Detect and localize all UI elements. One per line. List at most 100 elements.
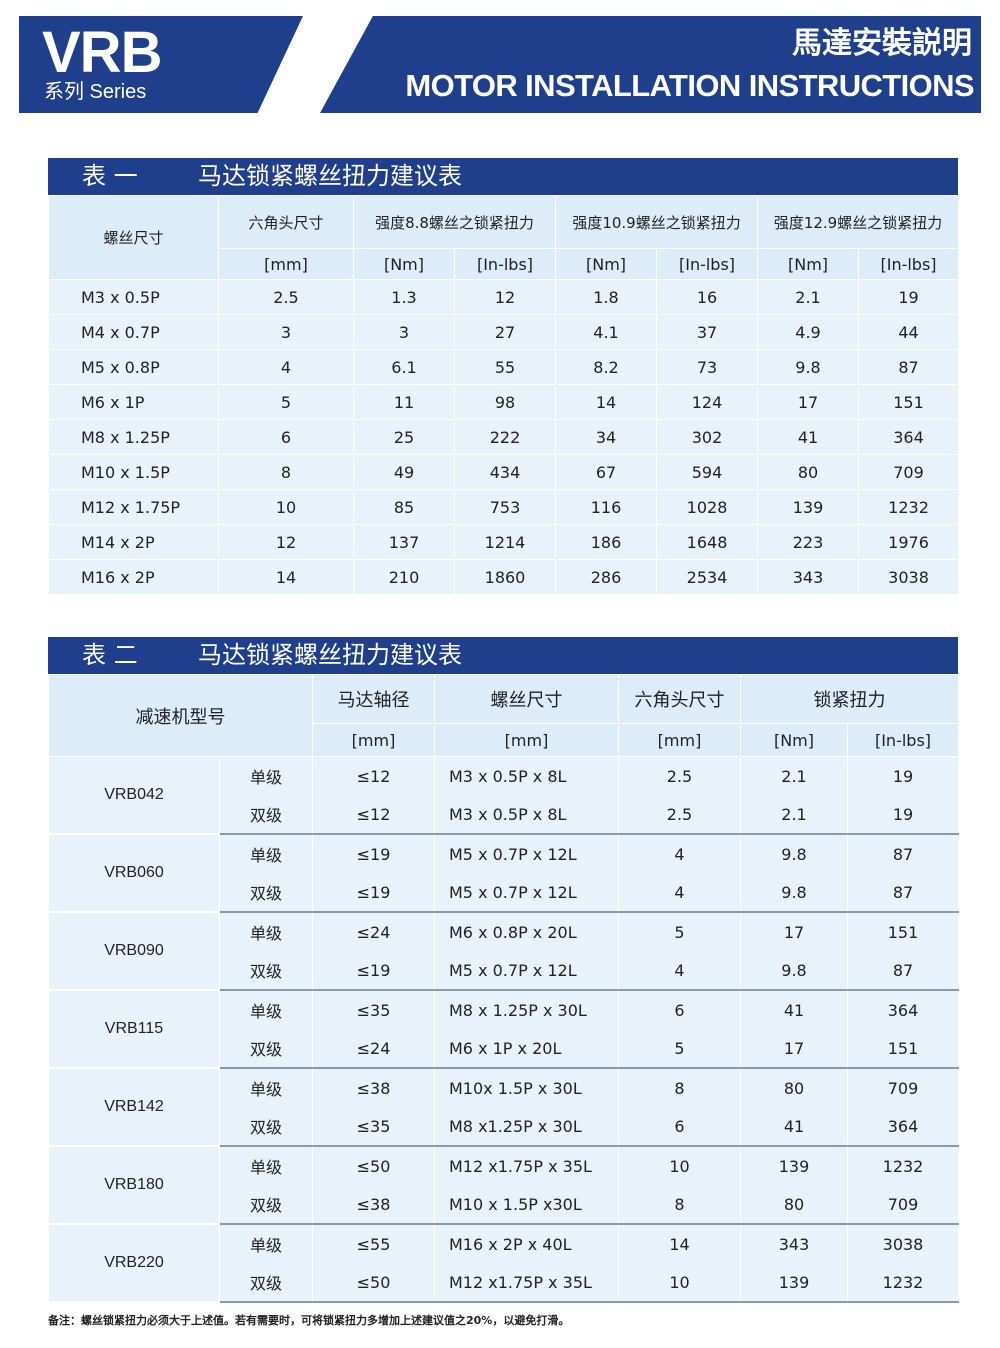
table-row: M4 x 0.7P 3 3 27 4.1 37 4.9 44 — [48, 314, 960, 350]
value-cell: 709 — [858, 454, 960, 490]
value-cell: 2.1 — [757, 279, 860, 315]
screw-size-cell: M8 x 1.25P — [48, 419, 219, 455]
value-cell: 3 — [353, 314, 455, 350]
table-row: 双级 ≤19 M5 x 0.7P x 12L 4 9.8 87 — [49, 951, 959, 991]
table1-corner-header: 螺丝尺寸 — [48, 195, 219, 280]
stage-cell: 单级 — [219, 833, 313, 873]
value-cell: 12 — [453, 279, 557, 315]
table-row: VRB090 单级 ≤24 M6 x 0.8P x 20L 5 17 151 — [48, 911, 959, 991]
torque-inlbs-cell: 151 — [847, 911, 959, 951]
value-cell: 19 — [858, 279, 960, 315]
hex-size-cell: 14 — [618, 1223, 741, 1263]
hex-size-cell: 2.5 — [618, 756, 741, 795]
product-logo: VRB — [42, 20, 162, 85]
torque-nm-cell: 139 — [740, 1263, 848, 1303]
shaft-diameter-cell: ≤24 — [312, 1029, 435, 1069]
screw-size-cell: M8 x1.25P x 30L — [434, 1107, 619, 1147]
torque-inlbs-cell: 364 — [847, 989, 959, 1029]
value-cell: 73 — [656, 349, 759, 385]
torque-inlbs-cell: 364 — [847, 1107, 959, 1147]
shaft-diameter-cell: ≤24 — [312, 911, 435, 951]
torque-nm-cell: 2.1 — [740, 756, 848, 795]
hex-size-cell: 4 — [618, 873, 741, 913]
stage-cell: 单级 — [219, 756, 313, 795]
value-cell: 2.5 — [218, 279, 354, 315]
value-cell: 11 — [353, 384, 455, 420]
value-cell: 137 — [353, 524, 455, 560]
torque-inlbs-cell: 19 — [847, 795, 959, 835]
table-row: M6 x 1P 5 11 98 14 124 17 151 — [48, 384, 960, 420]
table-row: M3 x 0.5P 2.5 1.3 12 1.8 16 2.1 19 — [48, 279, 960, 315]
torque-inlbs-cell: 19 — [847, 756, 959, 795]
torque-inlbs-cell: 1232 — [847, 1145, 959, 1185]
model-cell: VRB220 — [48, 1223, 220, 1303]
stage-cell: 单级 — [219, 911, 313, 951]
table-row: M14 x 2P 12 137 1214 186 1648 223 1976 — [48, 524, 960, 560]
table-row: 双级 ≤38 M10 x 1.5P x30L 8 80 709 — [49, 1185, 959, 1225]
value-cell: 753 — [453, 489, 557, 525]
value-cell: 41 — [757, 419, 860, 455]
stage-cell: 单级 — [219, 1223, 313, 1263]
table-row: 双级 ≤35 M8 x1.25P x 30L 6 41 364 — [49, 1107, 959, 1147]
value-cell: 286 — [555, 559, 658, 595]
shaft-diameter-cell: ≤50 — [312, 1263, 435, 1303]
screw-size-cell: M8 x 1.25P x 30L — [434, 989, 619, 1029]
value-cell: 1232 — [858, 489, 960, 525]
torque-nm-cell: 80 — [740, 1185, 848, 1225]
screw-size-cell: M16 x 2P — [48, 559, 219, 595]
value-cell: 34 — [555, 419, 658, 455]
hex-size-cell: 8 — [618, 1067, 741, 1107]
screw-size-cell: M16 x 2P x 40L — [434, 1223, 619, 1263]
table2-unit-header: [Nm] — [740, 723, 848, 757]
shaft-diameter-cell: ≤35 — [312, 1107, 435, 1147]
table2-header-row: 减速机型号 马达轴径 螺丝尺寸 六角头尺寸 锁紧扭力 — [48, 674, 959, 757]
table-row: VRB180 单级 ≤50 M12 x1.75P x 35L 10 139 1232 — [48, 1145, 959, 1225]
value-cell: 49 — [353, 454, 455, 490]
shaft-diameter-cell: ≤35 — [312, 989, 435, 1029]
hex-size-cell: 6 — [618, 989, 741, 1029]
value-cell: 14 — [218, 559, 354, 595]
table1-unit-header: [Nm] — [757, 248, 860, 280]
table1-caption: 表 一 马达锁紧螺丝扭力建议表 — [48, 158, 958, 195]
value-cell: 3 — [218, 314, 354, 350]
page-title-chinese: 馬達安裝説明 — [792, 26, 972, 61]
torque-nm-cell: 9.8 — [740, 833, 848, 873]
torque-nm-cell: 9.8 — [740, 951, 848, 991]
stage-cell: 单级 — [219, 1067, 313, 1107]
value-cell: 4.9 — [757, 314, 860, 350]
value-cell: 434 — [453, 454, 557, 490]
table2-group-header: 马达轴径 — [312, 674, 435, 724]
value-cell: 67 — [555, 454, 658, 490]
value-cell: 6.1 — [353, 349, 455, 385]
model-cell: VRB142 — [48, 1067, 220, 1147]
torque-nm-cell: 17 — [740, 1029, 848, 1069]
value-cell: 1028 — [656, 489, 759, 525]
value-cell: 364 — [858, 419, 960, 455]
torque-nm-cell: 80 — [740, 1067, 848, 1107]
table1-unit-header: [mm] — [218, 248, 354, 280]
value-cell: 4 — [218, 349, 354, 385]
table2-group-header: 六角头尺寸 — [618, 674, 741, 724]
hex-size-cell: 5 — [618, 911, 741, 951]
table-row: VRB142 单级 ≤38 M10x 1.5P x 30L 8 80 709 — [48, 1067, 959, 1147]
hex-size-cell: 10 — [618, 1263, 741, 1303]
shaft-diameter-cell: ≤19 — [312, 951, 435, 991]
stage-cell: 双级 — [219, 951, 313, 991]
screw-size-cell: M6 x 1P — [48, 384, 219, 420]
table-row: M5 x 0.8P 4 6.1 55 8.2 73 9.8 87 — [48, 349, 960, 385]
value-cell: 6 — [218, 419, 354, 455]
table1-number: 表 一 — [82, 162, 138, 190]
hex-size-cell: 4 — [618, 951, 741, 991]
shaft-diameter-cell: ≤38 — [312, 1185, 435, 1225]
table1-unit-header: [Nm] — [353, 248, 455, 280]
table-row: M8 x 1.25P 6 25 222 34 302 41 364 — [48, 419, 960, 455]
torque-nm-cell: 17 — [740, 911, 848, 951]
table2-number: 表 二 — [82, 641, 138, 669]
table2-caption: 表 二 马达锁紧螺丝扭力建议表 — [48, 637, 958, 674]
value-cell: 16 — [656, 279, 759, 315]
value-cell: 124 — [656, 384, 759, 420]
table1-group-header: 六角头尺寸 — [218, 195, 354, 249]
shaft-diameter-cell: ≤19 — [312, 833, 435, 873]
table-row: M16 x 2P 14 210 1860 286 2534 343 3038 — [48, 559, 960, 595]
table1-unit-header: [Nm] — [555, 248, 658, 280]
